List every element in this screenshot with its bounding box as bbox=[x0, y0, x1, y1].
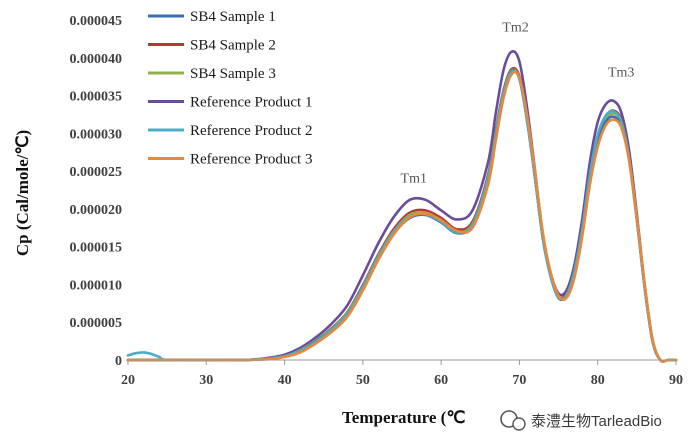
wechat-bubble-small-icon bbox=[512, 417, 526, 431]
x-tick-label: 50 bbox=[356, 373, 370, 388]
y-tick-label: 0.000045 bbox=[70, 14, 123, 29]
annotation-tm3: Tm3 bbox=[608, 66, 634, 81]
watermark: 泰澧生物TarleadBio bbox=[500, 410, 662, 431]
watermark-text: 泰澧生物TarleadBio bbox=[531, 413, 662, 430]
y-axis-title: Cp (Cal/mole/℃) bbox=[13, 130, 32, 256]
legend-label: SB4 Sample 2 bbox=[190, 38, 276, 54]
y-tick-label: 0.000030 bbox=[70, 127, 123, 142]
x-tick-label: 90 bbox=[669, 373, 683, 388]
y-tick-label: 0.000035 bbox=[70, 90, 123, 105]
series-layer bbox=[126, 50, 678, 363]
annotation-tm1: Tm1 bbox=[401, 171, 427, 186]
y-tick-label: 0.000020 bbox=[70, 203, 123, 218]
x-tick-label: 30 bbox=[199, 373, 213, 388]
x-tick-label: 80 bbox=[591, 373, 605, 388]
x-tick-label: 60 bbox=[434, 373, 448, 388]
series-line-reference-product-3 bbox=[126, 70, 678, 363]
x-axis-ticks: 20 30 40 50 60 70 80 90 bbox=[121, 360, 683, 388]
annotation-layer: Tm1 Tm2 Tm3 bbox=[401, 20, 635, 186]
y-axis-ticks: 0 0.000005 0.000010 0.000015 0.000020 0.00002… bbox=[70, 14, 123, 369]
series-line-reference-product-1 bbox=[126, 50, 678, 363]
x-tick-label: 40 bbox=[278, 373, 292, 388]
legend-label: Reference Product 1 bbox=[190, 95, 312, 111]
legend-label: Reference Product 2 bbox=[190, 123, 312, 139]
legend: SB4 Sample 1 SB4 Sample 2 SB4 Sample 3 Refe… bbox=[148, 9, 312, 168]
y-tick-label: 0.000005 bbox=[70, 316, 123, 331]
legend-label: SB4 Sample 3 bbox=[190, 66, 276, 82]
y-tick-label: 0.000015 bbox=[70, 241, 123, 256]
y-tick-label: 0.000025 bbox=[70, 165, 123, 180]
annotation-tm2: Tm2 bbox=[502, 20, 528, 35]
y-tick-label: 0.000040 bbox=[70, 52, 123, 67]
x-axis-title: Temperature (℃ bbox=[342, 408, 465, 427]
x-tick-label: 20 bbox=[121, 373, 135, 388]
x-tick-label: 70 bbox=[512, 373, 526, 388]
y-tick-label: 0.000010 bbox=[70, 278, 123, 293]
legend-label: Reference Product 3 bbox=[190, 152, 312, 168]
y-tick-label: 0 bbox=[115, 354, 122, 369]
legend-label: SB4 Sample 1 bbox=[190, 9, 276, 25]
